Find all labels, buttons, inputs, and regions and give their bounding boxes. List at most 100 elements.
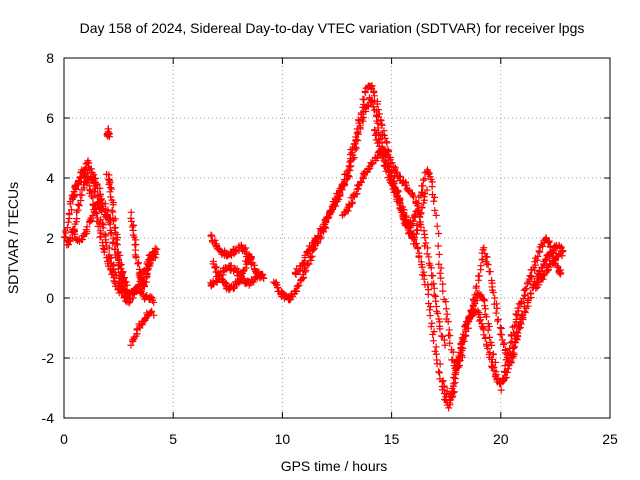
data-point xyxy=(544,238,552,246)
data-point xyxy=(418,263,426,271)
data-point xyxy=(113,241,121,249)
data-point xyxy=(150,311,158,319)
data-point xyxy=(110,217,118,225)
data-point xyxy=(448,384,456,392)
data-point xyxy=(63,224,71,232)
data-point xyxy=(429,330,437,338)
data-point xyxy=(64,218,72,226)
data-point xyxy=(345,200,353,208)
data-point xyxy=(380,131,388,139)
data-point xyxy=(436,325,444,333)
data-point xyxy=(511,322,519,330)
data-point xyxy=(380,161,388,169)
data-point xyxy=(431,193,439,201)
data-point xyxy=(73,215,81,223)
data-point xyxy=(304,247,312,255)
data-point xyxy=(490,363,498,371)
data-point xyxy=(427,323,435,331)
data-point xyxy=(373,130,381,138)
data-point xyxy=(66,198,74,206)
data-point xyxy=(346,158,354,166)
data-point xyxy=(483,313,491,321)
x-tick-label: 10 xyxy=(275,431,291,447)
data-point xyxy=(106,220,114,228)
data-point xyxy=(127,208,135,216)
data-point xyxy=(455,353,463,361)
data-point xyxy=(97,233,105,241)
data-point xyxy=(307,243,315,251)
data-point xyxy=(545,239,553,247)
data-point xyxy=(426,312,434,320)
data-point xyxy=(418,188,426,196)
data-point xyxy=(488,341,496,349)
data-point xyxy=(125,290,133,298)
data-point xyxy=(213,241,221,249)
data-point xyxy=(426,303,434,311)
data-point xyxy=(549,248,557,256)
data-point xyxy=(314,233,322,241)
data-point xyxy=(407,221,415,229)
data-point xyxy=(500,340,508,348)
data-point xyxy=(295,267,303,275)
x-axis-label: GPS time / hours xyxy=(281,458,388,474)
data-point xyxy=(405,229,413,237)
data-point xyxy=(433,222,441,230)
data-point xyxy=(348,200,356,208)
data-point xyxy=(484,344,492,352)
data-point xyxy=(437,264,445,272)
data-point xyxy=(106,254,114,262)
data-point xyxy=(383,139,391,147)
data-point xyxy=(446,332,454,340)
data-point xyxy=(350,140,358,148)
data-point xyxy=(494,316,502,324)
data-point xyxy=(432,343,440,351)
data-point xyxy=(247,253,255,261)
data-point xyxy=(507,357,515,365)
series-arc-p xyxy=(532,247,567,292)
data-point xyxy=(77,196,85,204)
data-point xyxy=(535,247,543,255)
data-point xyxy=(369,103,377,111)
data-point xyxy=(489,351,497,359)
data-point xyxy=(498,331,506,339)
data-point xyxy=(435,250,443,258)
data-point xyxy=(373,100,381,108)
series-arc-e xyxy=(103,170,130,287)
data-point xyxy=(242,244,250,252)
data-point xyxy=(514,304,522,312)
data-point xyxy=(94,222,102,230)
data-point xyxy=(507,339,515,347)
data-point xyxy=(67,206,75,214)
data-point xyxy=(449,388,457,396)
data-point xyxy=(515,325,523,333)
data-point xyxy=(143,266,151,274)
data-point xyxy=(343,167,351,175)
data-point xyxy=(375,135,383,143)
data-point xyxy=(527,272,535,280)
data-point xyxy=(105,129,113,137)
data-point xyxy=(497,386,505,394)
data-point xyxy=(354,116,362,124)
data-point xyxy=(355,117,363,125)
data-point xyxy=(442,298,450,306)
data-point xyxy=(353,125,361,133)
data-point xyxy=(459,344,467,352)
x-tick-label: 20 xyxy=(493,431,509,447)
data-point xyxy=(439,280,447,288)
data-point xyxy=(370,126,378,134)
data-point xyxy=(423,186,431,194)
data-point xyxy=(439,287,447,295)
data-point xyxy=(473,282,481,290)
data-point xyxy=(474,272,482,280)
data-point xyxy=(427,264,435,272)
data-point xyxy=(102,238,110,246)
data-point xyxy=(89,194,97,202)
data-point xyxy=(510,344,518,352)
data-point xyxy=(451,370,459,378)
data-point xyxy=(412,240,420,248)
data-point xyxy=(432,297,440,305)
data-point xyxy=(327,207,335,215)
data-point xyxy=(105,244,113,252)
data-point xyxy=(98,220,106,228)
